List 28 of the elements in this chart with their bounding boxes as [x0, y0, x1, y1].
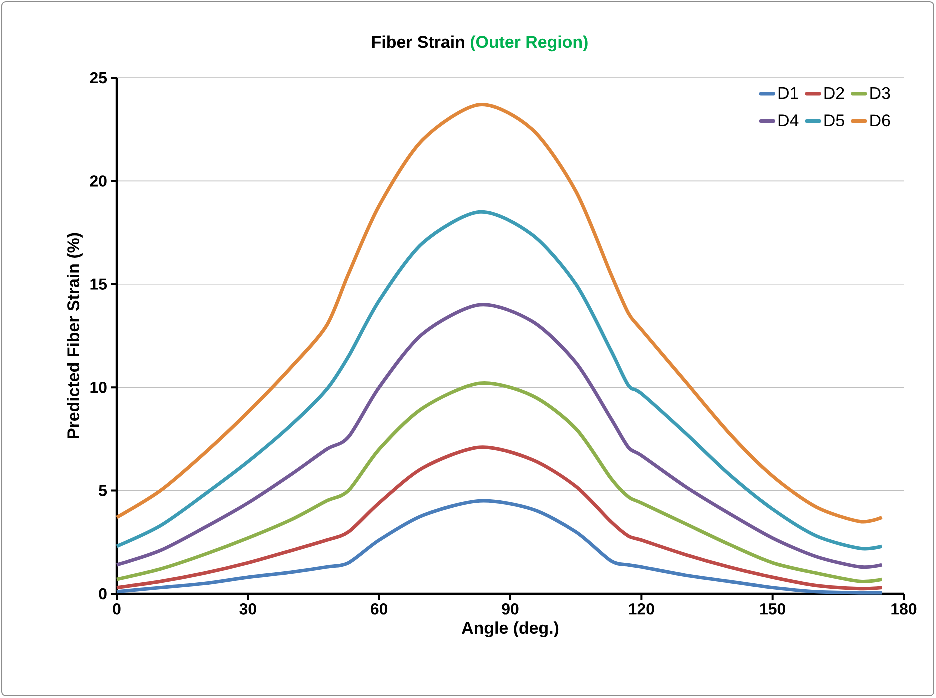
line-series [115, 210, 884, 550]
legend-label: D4 [778, 114, 799, 126]
y-axis-title: Predicted Fiber Strain (%) [67, 233, 83, 438]
x-tick-label: 0 [113, 604, 121, 615]
line-series [115, 446, 884, 591]
x-tick-label: 30 [240, 604, 256, 615]
legend-label: D2 [824, 87, 844, 100]
y-tick-label: 5 [99, 485, 108, 496]
x-axis-title: Angle (deg.) [462, 622, 559, 638]
x-tick-label: 120 [629, 604, 654, 615]
legend-label: D5 [824, 114, 844, 127]
chart-title: Fiber Strain [372, 36, 464, 48]
y-tick-label: 0 [99, 588, 107, 600]
y-tick-label: 15 [90, 278, 108, 290]
line-series [115, 499, 884, 595]
line-series [115, 303, 884, 570]
x-tick-label: 150 [760, 604, 786, 615]
legend-label: D6 [870, 114, 890, 127]
x-tick-label: 60 [371, 604, 388, 615]
y-tick-label: 20 [90, 176, 107, 187]
y-tick-label: 10 [90, 382, 107, 394]
chart-subtitle: (Outer Region) [470, 36, 588, 52]
x-tick-label: 90 [502, 604, 519, 615]
legend-label: D3 [870, 87, 890, 100]
legend-label: D1 [778, 87, 798, 100]
y-tick-label: 25 [90, 72, 108, 84]
x-tick-label: 180 [892, 604, 917, 615]
line-series [115, 382, 884, 584]
